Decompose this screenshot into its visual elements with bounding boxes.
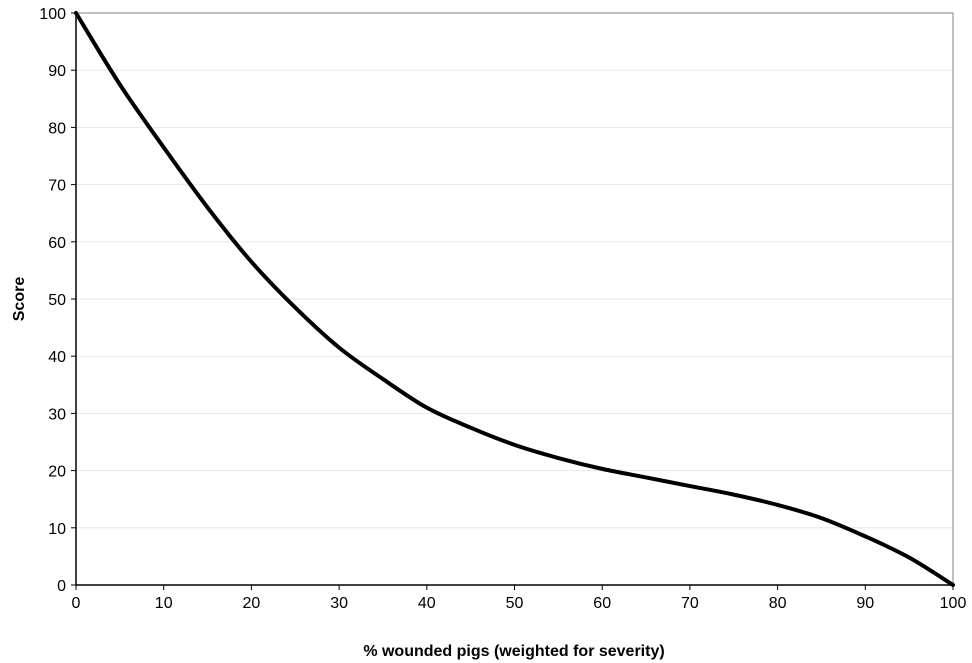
x-tick-label: 40 [418, 595, 436, 612]
x-tick-label: 10 [155, 595, 173, 612]
x-tick-label: 20 [243, 595, 261, 612]
gridlines [76, 69, 953, 529]
x-tick-label: 80 [769, 595, 787, 612]
axes [71, 12, 954, 590]
score-curve [74, 11, 955, 587]
y-tick-label: 50 [48, 292, 66, 309]
x-tick-label: 30 [330, 595, 348, 612]
y-tick-label: 10 [48, 521, 66, 538]
y-tick-label: 80 [48, 120, 66, 137]
x-tick-label: 60 [593, 595, 611, 612]
x-tick-label: 0 [72, 595, 81, 612]
y-tick-label: 100 [39, 6, 66, 23]
x-axis-title: % wounded pigs (weighted for severity) [363, 643, 664, 660]
x-tick-label: 90 [856, 595, 874, 612]
y-tick-label: 40 [48, 349, 66, 366]
y-tick-label: 30 [48, 406, 66, 423]
y-axis-title: Score [11, 277, 28, 322]
x-tick-label: 100 [940, 595, 967, 612]
y-axis-tick-labels: 0 10 20 30 40 50 60 70 80 90 100 [39, 6, 66, 595]
y-tick-label: 0 [57, 578, 66, 595]
x-axis-tick-labels: 0 10 20 30 40 50 60 70 80 90 100 [72, 595, 967, 612]
x-tick-label: 70 [681, 595, 699, 612]
y-tick-label: 70 [48, 178, 66, 195]
x-tick-label: 50 [506, 595, 524, 612]
y-tick-label: 20 [48, 464, 66, 481]
y-tick-label: 90 [48, 63, 66, 80]
y-tick-label: 60 [48, 235, 66, 252]
